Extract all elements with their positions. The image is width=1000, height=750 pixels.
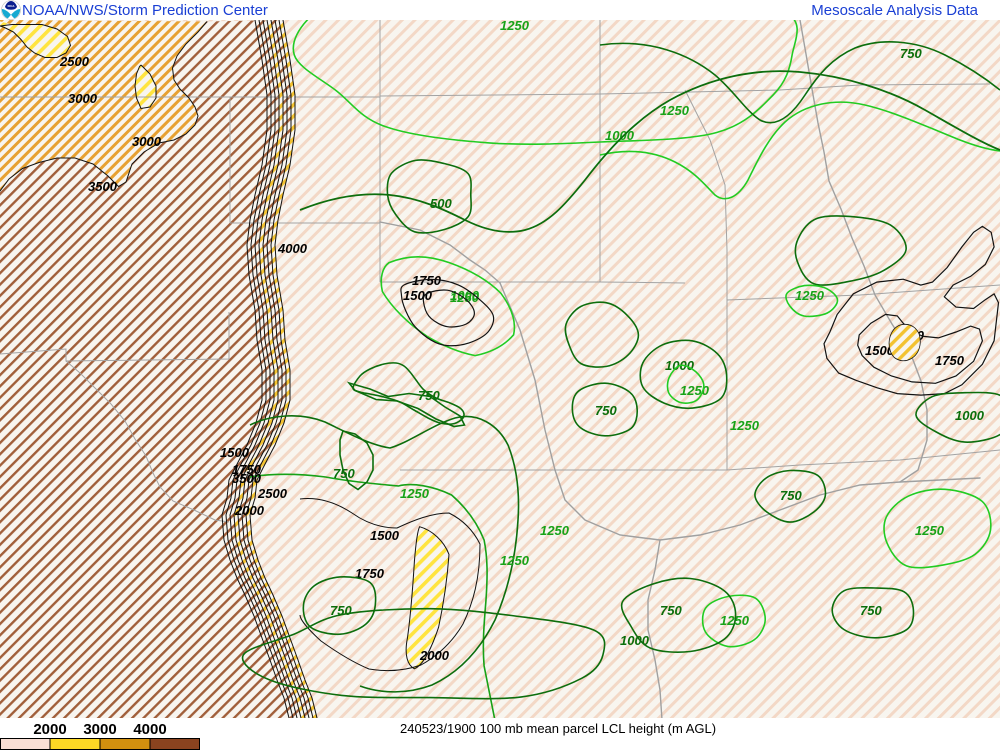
svg-text:1250: 1250 (795, 288, 825, 303)
svg-text:1250: 1250 (500, 553, 530, 568)
svg-text:1500: 1500 (403, 288, 433, 303)
svg-text:1250: 1250 (500, 18, 530, 33)
svg-text:750: 750 (330, 603, 352, 618)
svg-text:1500: 1500 (220, 445, 250, 460)
svg-text:3000: 3000 (132, 134, 162, 149)
svg-text:1250: 1250 (730, 418, 760, 433)
svg-text:NOAA: NOAA (8, 5, 15, 8)
svg-text:750: 750 (900, 46, 922, 61)
svg-text:3000: 3000 (68, 91, 98, 106)
svg-text:2000: 2000 (419, 648, 450, 663)
svg-text:3000: 3000 (83, 721, 116, 738)
svg-text:Mesoscale Analysis Data: Mesoscale Analysis Data (811, 2, 978, 19)
svg-text:1750: 1750 (232, 462, 262, 477)
svg-text:1250: 1250 (660, 103, 690, 118)
svg-text:4000: 4000 (277, 241, 308, 256)
svg-text:2500: 2500 (59, 54, 90, 69)
svg-text:750: 750 (860, 603, 882, 618)
svg-text:2500: 2500 (257, 486, 288, 501)
svg-text:1250: 1250 (680, 383, 710, 398)
svg-text:3500: 3500 (88, 179, 118, 194)
svg-text:1000: 1000 (955, 408, 985, 423)
svg-text:750: 750 (780, 488, 802, 503)
svg-text:1250: 1250 (400, 486, 430, 501)
svg-text:1250: 1250 (915, 523, 945, 538)
svg-text:1500: 1500 (370, 528, 400, 543)
svg-text:2000: 2000 (33, 721, 66, 738)
svg-text:1250: 1250 (540, 523, 570, 538)
svg-text:750: 750 (660, 603, 682, 618)
svg-text:4000: 4000 (133, 721, 166, 738)
svg-text:240523/1900 100 mb mean parcel: 240523/1900 100 mb mean parcel LCL heigh… (400, 721, 716, 736)
svg-text:NOAA/NWS/Storm Prediction Cent: NOAA/NWS/Storm Prediction Center (22, 2, 268, 19)
svg-text:750: 750 (595, 403, 617, 418)
svg-text:2000: 2000 (234, 503, 265, 518)
svg-text:1750: 1750 (935, 353, 965, 368)
